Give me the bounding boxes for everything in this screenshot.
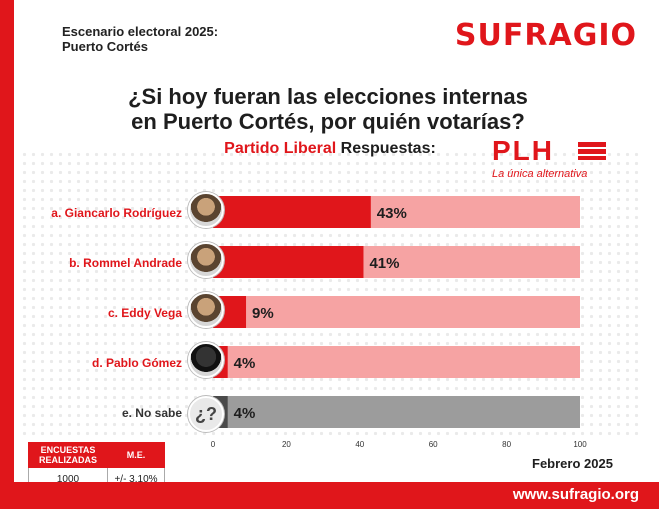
candidate-photo-d [188, 342, 224, 378]
value-label-3: 4% [234, 355, 256, 372]
bar-track-4 [213, 396, 580, 428]
candidate-photo-b [188, 242, 224, 278]
candidate-photo-c [188, 292, 224, 328]
category-label-4: e. No sabe [122, 406, 182, 420]
x-tick-label-1: 20 [282, 440, 291, 449]
value-label-4: 4% [234, 405, 256, 422]
plh-slogan: La única alternativa [492, 168, 588, 180]
bar-0 [213, 196, 371, 228]
plh-name: PLH [492, 135, 554, 166]
bar-1 [213, 246, 364, 278]
chart-subtitle: Partido Liberal Respuestas: [170, 140, 490, 158]
question-line-2: en Puerto Cortés, por quién votarías? [131, 109, 525, 134]
survey-col1-header: ENCUESTAS REALIZADAS [28, 442, 108, 468]
x-tick-label-2: 40 [355, 440, 364, 449]
candidate-photo-a [188, 192, 224, 228]
bar-track-3 [213, 346, 580, 378]
unknown-question-icon: ¿? [188, 396, 224, 432]
x-tick-label-0: 0 [211, 440, 216, 449]
brand-logo: SUFRAGIO [454, 18, 637, 53]
page-title: ¿Si hoy fueran las elecciones internas e… [88, 84, 568, 134]
footer-bar: www.sufragio.org [0, 482, 659, 509]
category-label-3: d. Pablo Gómez [92, 356, 182, 370]
category-label-0: a. Giancarlo Rodríguez [51, 206, 182, 220]
plh-logo: PLH La única alternativa [492, 136, 622, 180]
category-label-2: c. Eddy Vega [108, 306, 182, 320]
party-name: Partido Liberal [224, 140, 337, 157]
header-line-2: Puerto Cortés [62, 39, 148, 54]
question-line-1: ¿Si hoy fueran las elecciones internas [128, 84, 528, 109]
survey-col2-header: M.E. [107, 442, 165, 468]
survey-date: Febrero 2025 [532, 456, 613, 471]
x-tick-label-3: 60 [429, 440, 438, 449]
x-tick-label-4: 80 [502, 440, 511, 449]
bar-track-2 [213, 296, 580, 328]
header-line-1: Escenario electoral 2025: [62, 24, 219, 39]
header-subtitle: Escenario electoral 2025: Puerto Cortés [62, 24, 218, 54]
value-label-2: 9% [252, 305, 274, 322]
value-label-0: 43% [377, 205, 407, 222]
plh-flag-icon [578, 142, 606, 160]
footer-url-link[interactable]: www.sufragio.org [512, 486, 639, 503]
value-label-1: 41% [369, 255, 399, 272]
x-tick-label-5: 100 [573, 440, 587, 449]
category-label-1: b. Rommel Andrade [69, 256, 182, 270]
responses-label: Respuestas: [340, 140, 436, 157]
left-accent-bar [0, 0, 14, 509]
